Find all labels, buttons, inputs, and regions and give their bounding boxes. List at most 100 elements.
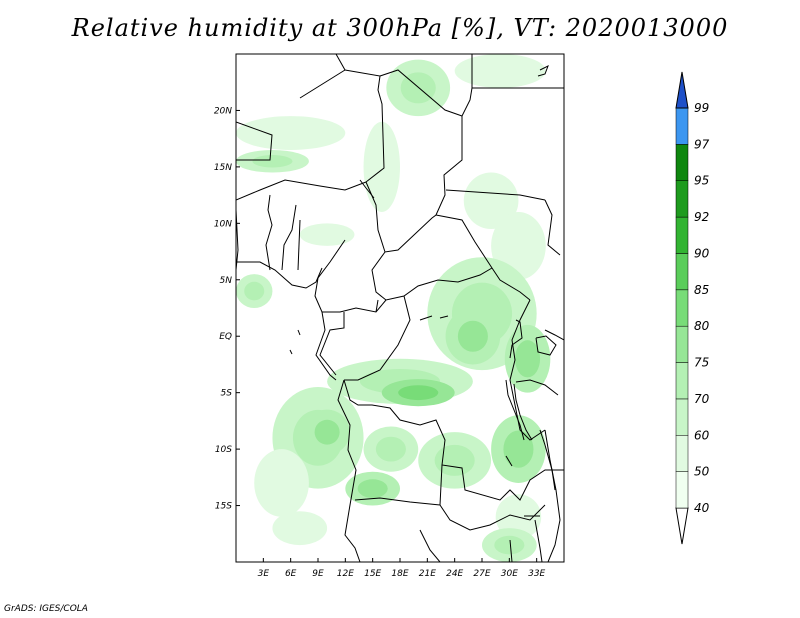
- colorbar-label: 75: [694, 356, 709, 370]
- colorbar-swatch: [675, 362, 689, 400]
- humidity-patch-core: [434, 444, 475, 476]
- border-line: [344, 69, 385, 183]
- lat-tick-label: EQ: [219, 332, 232, 342]
- border-line: [439, 464, 443, 506]
- colorbar-label: 40: [694, 501, 710, 515]
- border-line: [344, 295, 411, 381]
- colorbar-swatch: [675, 398, 689, 436]
- lat-tick-label: 5S: [221, 389, 233, 399]
- colorbar-swatch: [675, 471, 689, 509]
- colorbar: 40 50 60 70 75 80 85 90 92 95 97 99: [675, 71, 710, 545]
- humidity-patch-core: [375, 436, 406, 462]
- colorbar-label: 60: [694, 428, 710, 442]
- border-line: [375, 299, 379, 313]
- border-line: [265, 194, 273, 271]
- border-line: [299, 54, 346, 99]
- humidity-patch-core: [503, 430, 534, 468]
- border-line: [509, 539, 513, 562]
- border-line: [236, 179, 367, 201]
- colorbar-label: 92: [694, 210, 709, 224]
- longitude-ticks: 3E 6E 9E 12E 15E 18E 21E 24E 27E 30E 33E: [258, 558, 546, 579]
- colorbar-label: 80: [694, 319, 710, 333]
- colorbar-label: 97: [694, 137, 710, 151]
- lon-tick-label: 30E: [501, 569, 518, 579]
- colorbar-swatch: [675, 107, 689, 145]
- lon-tick-label: 9E: [312, 569, 324, 579]
- humidity-fill-layer: [236, 54, 551, 562]
- border-line: [289, 349, 293, 355]
- border-line: [365, 116, 463, 253]
- humidity-patch: [272, 511, 328, 546]
- lon-tick-label: 15E: [364, 569, 381, 579]
- border-line: [439, 504, 546, 531]
- latitude-ticks: 20N 15N 10N 5N EQ 5S 10S 15S: [214, 106, 240, 512]
- border-line: [371, 251, 493, 301]
- colorbar-label: 85: [694, 283, 709, 297]
- humidity-patch-core: [314, 419, 340, 445]
- humidity-patch: [236, 116, 346, 150]
- lat-tick-label: 15N: [214, 163, 232, 173]
- humidity-patch-core: [398, 385, 439, 401]
- border-line: [505, 455, 513, 467]
- colorbar-swatch: [675, 289, 689, 327]
- border-line: [509, 319, 523, 359]
- border-line: [505, 379, 525, 441]
- humidity-patch: [299, 223, 355, 246]
- colorbar-swatch: [675, 253, 689, 291]
- border-line: [319, 312, 345, 376]
- border-line: [544, 429, 561, 562]
- colorbar-swatch: [675, 435, 689, 472]
- lon-tick-label: 6E: [285, 569, 297, 579]
- lon-tick-label: 24E: [446, 569, 463, 579]
- colorbar-bottom-arrow: [675, 507, 689, 545]
- humidity-patch: [463, 172, 519, 229]
- border-line: [297, 329, 301, 336]
- border-line: [513, 383, 533, 441]
- border-line: [419, 529, 441, 562]
- border-line: [445, 189, 546, 201]
- lat-tick-label: 20N: [214, 106, 232, 116]
- border-line: [281, 204, 297, 271]
- border-line: [535, 335, 557, 356]
- humidity-patch-core: [457, 320, 488, 352]
- lat-tick-label: 15S: [215, 502, 232, 512]
- humidity-patch: [254, 449, 309, 517]
- map-title: Relative humidity at 300hPa [%], VT: 202…: [71, 14, 729, 42]
- lon-tick-label: 33E: [528, 569, 545, 579]
- border-line: [236, 261, 323, 289]
- colorbar-swatch: [675, 216, 689, 254]
- border-line: [359, 179, 375, 199]
- humidity-patch-core: [357, 479, 388, 498]
- border-line: [544, 199, 561, 256]
- country-borders: [236, 54, 564, 562]
- humidity-patch-core: [252, 155, 293, 168]
- colorbar-label: 90: [694, 246, 710, 260]
- lat-tick-label: 5N: [220, 276, 233, 286]
- lat-tick-label: 10N: [214, 219, 232, 229]
- border-line: [354, 497, 441, 506]
- border-line: [419, 315, 449, 321]
- border-line: [337, 379, 361, 562]
- lon-tick-label: 12E: [337, 569, 354, 579]
- colorbar-label: 70: [694, 392, 710, 406]
- border-line: [539, 429, 556, 491]
- colorbar-label: 95: [694, 174, 709, 188]
- lon-tick-label: 27E: [473, 569, 490, 579]
- colorbar-top-arrow: [675, 71, 689, 109]
- humidity-patch-core: [515, 340, 541, 378]
- humidity-patch-core: [244, 281, 265, 301]
- colorbar-swatch: [675, 144, 689, 181]
- border-line: [297, 219, 301, 271]
- lon-tick-label: 18E: [391, 569, 408, 579]
- lon-tick-label: 3E: [258, 569, 270, 579]
- colorbar-swatch: [675, 325, 689, 363]
- credit-text: GrADS: IGES/COLA: [4, 604, 88, 614]
- humidity-patch-core: [494, 535, 525, 555]
- colorbar-label: 50: [694, 465, 710, 479]
- border-line: [534, 519, 543, 562]
- border-line: [515, 379, 559, 396]
- humidity-patch: [363, 121, 400, 213]
- border-line: [544, 329, 564, 341]
- border-line: [435, 214, 531, 301]
